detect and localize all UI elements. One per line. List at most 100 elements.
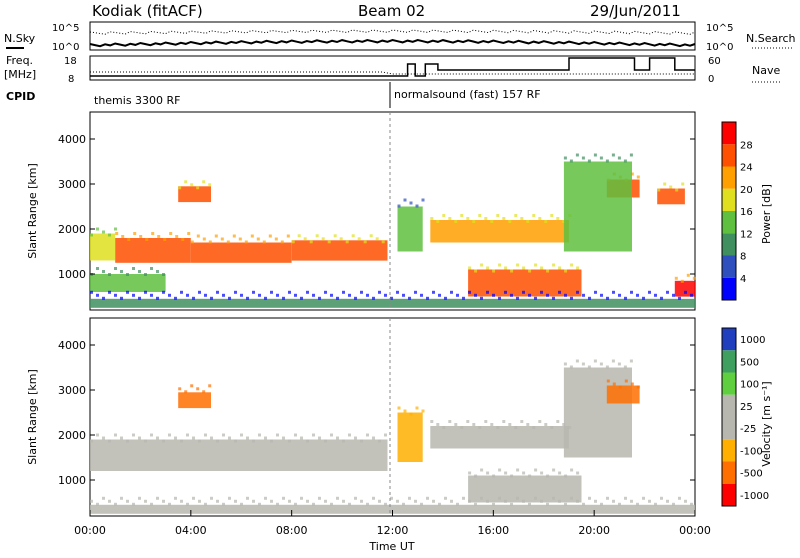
- data-speckle: [156, 496, 159, 500]
- data-speckle: [562, 423, 566, 426]
- data-speckle: [282, 436, 285, 440]
- station-title: Kodiak (fitACF): [92, 2, 203, 20]
- data-speckle: [354, 496, 357, 500]
- data-speckle: [508, 220, 512, 223]
- freq-trace: [90, 57, 695, 77]
- noise-sky-trace: [89, 38, 696, 48]
- data-speckle: [150, 502, 153, 506]
- data-band: [178, 186, 211, 203]
- colorbar-tick-label: 20: [740, 185, 753, 196]
- data-speckle: [618, 293, 621, 297]
- freq-label-line1: Freq.: [6, 54, 33, 67]
- data-speckle: [594, 499, 597, 503]
- y-tick-label: 2000: [58, 429, 86, 442]
- data-speckle: [268, 234, 272, 238]
- noise-tick-high-right: 10^5: [706, 23, 733, 34]
- data-speckle: [570, 468, 574, 472]
- data-speckle: [238, 237, 242, 241]
- data-speckle: [114, 433, 117, 437]
- freq-panel-frame: [89, 55, 696, 81]
- data-speckle: [462, 296, 465, 300]
- data-speckle: [186, 433, 189, 437]
- data-speckle: [286, 234, 290, 238]
- power-bands: [90, 153, 696, 308]
- data-speckle: [220, 237, 224, 241]
- data-band: [674, 280, 695, 297]
- data-speckle: [150, 293, 153, 297]
- data-speckle: [498, 468, 502, 472]
- data-speckle: [403, 198, 407, 202]
- data-speckle: [384, 502, 387, 506]
- data-speckle: [540, 471, 544, 475]
- data-speckle: [576, 266, 580, 270]
- data-speckle: [90, 499, 93, 503]
- data-speckle: [546, 502, 549, 506]
- data-speckle: [336, 436, 339, 440]
- time-axis-label: Time UT: [368, 540, 414, 553]
- nave-label: Nave: [752, 64, 780, 77]
- data-speckle: [690, 293, 693, 297]
- data-band: [430, 220, 569, 243]
- y-tick-label: 3000: [58, 384, 86, 397]
- data-speckle: [204, 502, 207, 506]
- data-speckle: [546, 474, 550, 478]
- data-speckle: [669, 185, 673, 189]
- data-speckle: [396, 499, 399, 503]
- data-speckle: [544, 423, 548, 426]
- data-speckle: [514, 426, 518, 429]
- noise-panel-frame: [89, 21, 696, 51]
- data-speckle: [330, 293, 333, 297]
- data-speckle: [617, 362, 621, 366]
- power-ylabel: Slant Range [km]: [26, 163, 39, 259]
- data-speckle: [582, 293, 585, 297]
- data-speckle: [474, 269, 478, 273]
- data-speckle: [502, 217, 506, 220]
- data-speckle: [508, 423, 512, 426]
- data-speckle: [138, 296, 141, 300]
- data-speckle: [114, 267, 117, 270]
- colorbar-segment: [722, 350, 736, 373]
- colorbar-segment: [722, 461, 736, 484]
- data-speckle: [252, 499, 255, 503]
- data-speckle: [642, 496, 645, 500]
- data-speckle: [246, 436, 249, 440]
- data-speckle: [390, 296, 393, 300]
- data-speckle: [108, 233, 111, 237]
- colorbar-tick-label: 100: [740, 380, 759, 391]
- data-speckle: [168, 502, 171, 506]
- data-speckle: [360, 499, 363, 503]
- colorbar-segment: [722, 122, 736, 145]
- data-speckle: [636, 175, 640, 179]
- noise-search-trace: [89, 29, 696, 35]
- data-speckle: [599, 156, 603, 160]
- data-speckle: [378, 439, 381, 443]
- data-speckle: [102, 230, 105, 234]
- data-speckle: [336, 296, 339, 300]
- data-speckle: [198, 290, 201, 294]
- data-speckle: [426, 496, 429, 500]
- data-speckle: [468, 471, 472, 475]
- data-speckle: [162, 290, 165, 294]
- data-speckle: [163, 238, 167, 241]
- data-band: [90, 233, 116, 261]
- data-speckle: [228, 296, 231, 300]
- data-speckle: [556, 420, 560, 423]
- data-speckle: [409, 201, 413, 205]
- data-speckle: [402, 502, 405, 506]
- data-speckle: [454, 423, 458, 426]
- data-speckle: [486, 499, 489, 503]
- colorbar-segment: [722, 439, 736, 462]
- data-speckle: [484, 420, 488, 423]
- x-tick-label: 04:00: [175, 524, 207, 537]
- colorbar-tick-label: 28: [740, 140, 753, 151]
- data-speckle: [351, 234, 355, 238]
- data-speckle: [90, 233, 93, 237]
- data-speckle: [492, 474, 496, 478]
- data-speckle: [484, 217, 488, 220]
- data-speckle: [300, 496, 303, 500]
- data-speckle: [90, 439, 93, 443]
- data-speckle: [306, 499, 309, 503]
- data-speckle: [642, 296, 645, 300]
- data-speckle: [569, 365, 573, 369]
